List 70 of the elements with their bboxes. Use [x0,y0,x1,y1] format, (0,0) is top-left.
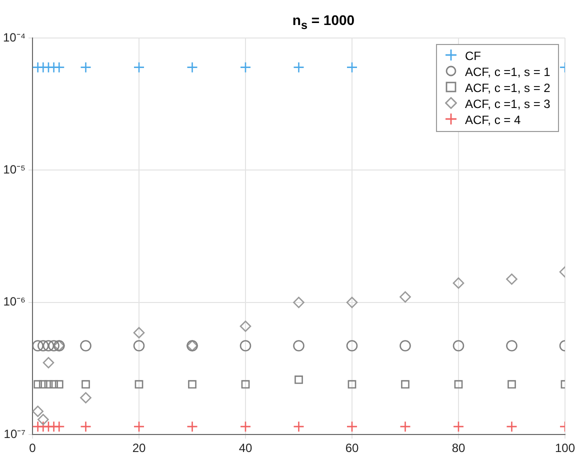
y-tick-label: 10⁻⁴ [2,30,26,44]
x-tick-label: 0 [29,441,36,456]
point [42,357,54,368]
x-tick-label: 80 [452,441,466,456]
point [452,277,464,289]
point [400,340,411,352]
y-tick-label: 10⁻⁷ [4,426,26,441]
point [346,420,358,432]
point [188,380,196,389]
point [54,380,64,389]
point [240,62,252,73]
chart-title: n$_{s}$ = 1000 [291,12,356,32]
point [452,340,464,352]
point [454,380,463,389]
point [80,340,92,352]
legend-label: CF [464,49,481,63]
point [508,380,516,389]
point [133,62,145,73]
point [32,406,44,417]
legend-label: ACF, c =1, s = 2 [464,81,550,95]
point [241,380,250,389]
point [293,420,304,432]
legend-label: ACF, c =1, s = 3 [464,97,550,111]
point [38,340,49,352]
point [240,320,252,332]
point [506,420,518,432]
point [133,327,145,338]
point [50,380,58,389]
x-tick-label: 100 [554,441,576,456]
point [38,414,49,426]
point [348,380,356,389]
legend-label: ACF, c = 4 [464,113,521,127]
point [401,380,410,389]
point [38,380,48,389]
legend-label: ACF, c =1, s = 1 [464,65,550,79]
point [240,420,252,432]
point [134,380,144,389]
point [452,420,464,432]
point [82,380,90,389]
point [294,376,303,384]
point [80,62,92,73]
point [186,420,198,432]
point [293,62,304,73]
point [293,340,304,352]
point [44,380,53,389]
point [506,273,518,285]
point [80,420,92,432]
point [346,62,358,73]
point [293,296,304,308]
point [53,62,65,73]
x-tick-label: 60 [345,441,359,456]
point [506,340,518,352]
x-tick-label: 40 [238,441,252,456]
point [400,420,411,432]
x-tick-label: 20 [132,441,146,456]
y-tick-label: 10⁻⁶ [3,294,26,309]
point [186,62,198,73]
point [346,340,358,352]
point [48,340,60,352]
point [42,340,54,352]
point [133,340,145,352]
point [80,392,92,404]
point [32,340,44,352]
point [53,420,65,432]
point [400,291,411,303]
point [133,420,145,432]
point [240,340,252,352]
y-tick-label: 10⁻⁵ [3,162,26,177]
point [34,380,42,389]
point [346,296,358,308]
